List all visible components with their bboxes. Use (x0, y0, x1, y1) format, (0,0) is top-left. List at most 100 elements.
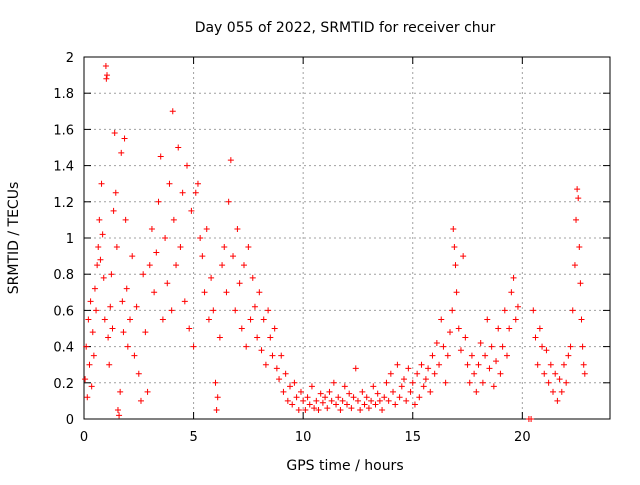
data-point (317, 390, 324, 397)
data-point (383, 379, 390, 386)
data-point (330, 379, 337, 386)
data-point (110, 207, 117, 214)
data-point (534, 361, 541, 368)
x-tick-label: 15 (404, 430, 421, 445)
data-point (254, 334, 261, 341)
data-point (385, 397, 392, 404)
data-point (169, 108, 176, 115)
data-point (558, 388, 565, 395)
data-point (311, 405, 318, 412)
y-tick-label: 1.8 (53, 87, 74, 102)
data-point (181, 298, 188, 305)
data-point (452, 262, 459, 269)
data-point (186, 325, 193, 332)
data-point (96, 216, 103, 223)
data-point (108, 271, 115, 278)
data-point (422, 376, 429, 383)
data-point (265, 307, 272, 314)
data-point (142, 329, 149, 336)
data-point (528, 416, 535, 422)
data-point (368, 397, 375, 404)
data-point (273, 365, 280, 372)
data-point (93, 307, 100, 314)
data-point (86, 361, 93, 368)
data-point (113, 244, 120, 251)
data-point (359, 388, 366, 395)
chart-title: Day 055 of 2022, SRMTID for receiver chu… (195, 20, 496, 36)
x-axis-label: GPS time / hours (286, 458, 403, 474)
data-point (482, 352, 489, 359)
data-point (199, 253, 206, 260)
data-point (581, 370, 588, 377)
data-point (157, 153, 164, 160)
data-point (574, 186, 581, 193)
data-point (484, 316, 491, 323)
data-point (580, 361, 587, 368)
data-point (392, 401, 399, 408)
data-point (374, 390, 381, 397)
data-point (512, 316, 519, 323)
data-point (370, 383, 377, 390)
data-point (579, 343, 586, 350)
data-point (114, 406, 121, 413)
data-point (103, 75, 110, 82)
data-point (376, 397, 383, 404)
data-point (225, 198, 232, 205)
data-point (506, 325, 513, 332)
data-point (236, 280, 243, 287)
x-tick-label: 20 (514, 430, 531, 445)
data-point (256, 289, 263, 296)
data-point (510, 274, 517, 281)
data-point (556, 376, 563, 383)
data-point (324, 405, 331, 412)
data-point (341, 383, 348, 390)
data-point (438, 316, 445, 323)
data-point (131, 352, 138, 359)
data-point (354, 397, 361, 404)
data-point (159, 316, 166, 323)
data-point (291, 379, 298, 386)
y-tick-label: 0 (66, 413, 74, 428)
data-point (104, 72, 111, 79)
data-point (381, 394, 388, 401)
data-point (420, 383, 427, 390)
data-point (271, 325, 278, 332)
data-point (210, 307, 217, 314)
data-point (295, 406, 302, 413)
tick-layer (83, 56, 610, 420)
data-point (361, 401, 368, 408)
data-point (567, 343, 574, 350)
tick-label-layer: 00.20.40.60.811.21.41.61.820 5 10 15 20 (53, 51, 530, 445)
data-point (245, 244, 252, 251)
data-point (282, 370, 289, 377)
data-point (457, 347, 464, 354)
data-point (212, 379, 219, 386)
data-point (479, 379, 486, 386)
data-point (251, 303, 258, 310)
data-point (106, 361, 113, 368)
data-point (471, 370, 478, 377)
data-point (216, 334, 223, 341)
data-point (477, 339, 484, 346)
data-point (348, 405, 355, 412)
data-point (433, 339, 440, 346)
data-point (565, 352, 572, 359)
data-point (123, 285, 130, 292)
data-point (102, 63, 109, 70)
data-point (322, 394, 329, 401)
data-point (468, 352, 475, 359)
y-tick-label: 1.2 (53, 196, 74, 211)
data-point (352, 365, 359, 372)
data-point (243, 343, 250, 350)
data-point (287, 383, 294, 390)
data-point (442, 379, 449, 386)
data-point (99, 231, 106, 238)
x-tick-label: 5 (189, 430, 197, 445)
y-tick-label: 2 (66, 51, 74, 66)
data-point (89, 329, 96, 336)
data-point (168, 307, 175, 314)
y-tick-label: 1.6 (53, 123, 74, 138)
data-point (547, 361, 554, 368)
data-point (221, 244, 228, 251)
